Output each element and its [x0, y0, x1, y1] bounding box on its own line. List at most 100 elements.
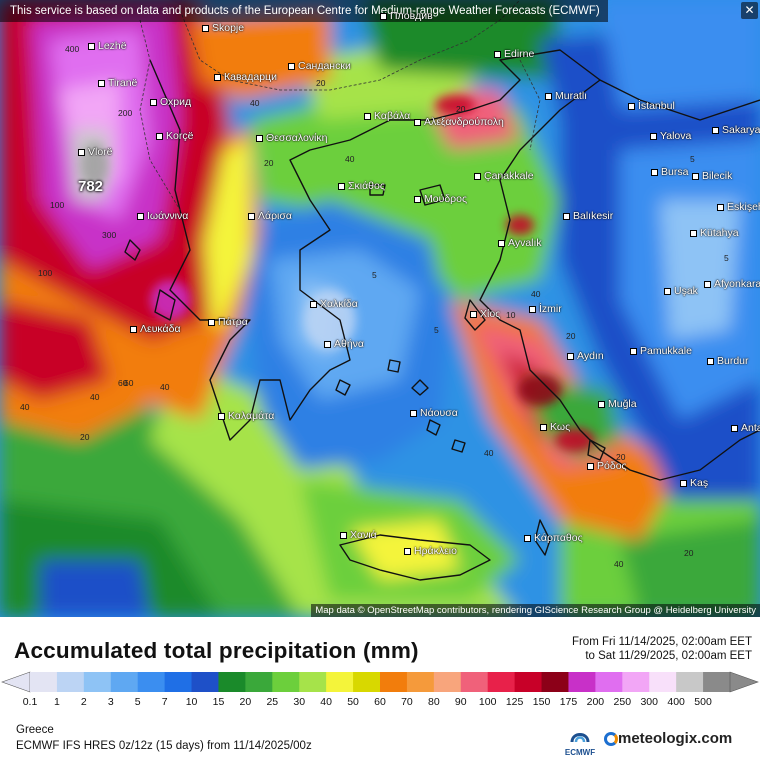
place-name: Сандански — [298, 60, 351, 72]
place-label: Μούδρος — [414, 193, 467, 205]
place-marker-icon — [78, 148, 85, 156]
color-legend — [1, 671, 759, 693]
legend-value: 40 — [320, 696, 332, 708]
place-name: Sakarya — [722, 124, 760, 136]
ecmwf-logo: ECMWF — [560, 728, 600, 757]
place-label: Λάρισα — [248, 210, 292, 222]
contour-label: 5 — [434, 325, 439, 335]
precipitation-map[interactable]: This service is based on data and produc… — [0, 0, 760, 617]
meteologix-logo[interactable]: meteologix.com — [604, 730, 732, 747]
place-name: Çanakkale — [484, 170, 534, 182]
place-label: Ιωάννινα — [137, 210, 188, 222]
place-label: Αλεξανδρούπολη — [414, 116, 504, 128]
place-marker-icon — [324, 340, 331, 348]
place-name: Bilecik — [702, 170, 733, 182]
place-name: Κως — [550, 421, 571, 433]
contour-label: 5 — [372, 270, 377, 280]
place-marker-icon — [598, 400, 605, 408]
legend-value: 0.1 — [22, 696, 38, 708]
contour-label: 40 — [614, 559, 624, 569]
legend-value: 50 — [347, 696, 359, 708]
contour-label: 20 — [80, 432, 90, 442]
place-name: Eskişehir — [727, 201, 760, 213]
place-name: Lezhë — [98, 40, 127, 52]
place-label: Ηράκλειο — [404, 545, 457, 557]
place-marker-icon — [545, 92, 552, 100]
place-label: Afyonkarahisar — [704, 278, 760, 290]
place-label: İzmir — [529, 303, 562, 315]
chart-title: Accumulated total precipitation (mm) — [14, 638, 419, 663]
place-name: Uşak — [674, 285, 698, 297]
place-marker-icon — [704, 280, 711, 288]
place-label: Lezhë — [88, 40, 127, 52]
place-label: İstanbul — [628, 100, 675, 112]
place-label: Χαλκίδα — [310, 298, 358, 310]
contour-label: 10 — [506, 310, 516, 320]
place-name: Ιωάννινα — [147, 210, 189, 222]
place-marker-icon — [137, 212, 144, 220]
legend-swatch — [56, 672, 85, 692]
contour-label: 100 — [38, 268, 53, 278]
place-label: Edirne — [494, 48, 534, 60]
legend-swatch — [568, 672, 596, 692]
place-label: Tiranë — [98, 77, 137, 89]
place-name: İzmir — [539, 303, 562, 315]
place-label: Νάουσα — [410, 407, 458, 419]
place-label: Sakarya — [712, 124, 760, 136]
contour-label: 40 — [250, 98, 260, 108]
place-label: Yalova — [650, 130, 691, 142]
place-marker-icon — [130, 325, 137, 333]
place-marker-icon — [529, 305, 536, 313]
place-name: Пловдив — [390, 10, 433, 22]
legend-swatch — [649, 672, 677, 692]
place-label: Uşak — [664, 285, 698, 297]
place-name: Balıkesir — [573, 210, 614, 222]
legend-value: 90 — [454, 696, 467, 708]
legend-swatch — [703, 672, 731, 692]
period-from: From Fri 11/14/2025, 02:00am EET — [571, 636, 752, 648]
legend-swatch — [137, 672, 166, 692]
place-marker-icon — [248, 212, 255, 220]
place-marker-icon — [498, 239, 505, 247]
contour-label: 40 — [90, 392, 100, 402]
precipitation-field — [0, 0, 760, 617]
legend-value: 2 — [80, 696, 87, 708]
place-marker-icon — [540, 423, 547, 431]
contour-label: 40 — [345, 154, 355, 164]
place-label: Eskişehir — [717, 201, 760, 213]
place-name: Ηράκλειο — [414, 545, 457, 557]
place-label: Pamukkale — [630, 345, 692, 357]
map-attribution[interactable]: Map data © OpenStreetMap contributors, r… — [311, 604, 760, 617]
legend-value: 250 — [613, 696, 632, 708]
place-name: Охрид — [160, 96, 192, 108]
max-value-label: 782 — [78, 178, 104, 195]
place-name: Νάουσα — [420, 407, 458, 419]
legend-swatch — [380, 672, 408, 692]
legend-value: 100 — [478, 696, 497, 708]
legend-swatch — [110, 672, 139, 692]
place-marker-icon — [690, 229, 697, 237]
place-name: Ρόδος — [597, 460, 627, 472]
place-marker-icon — [98, 79, 105, 87]
place-marker-icon — [717, 203, 724, 211]
place-marker-icon — [414, 118, 421, 126]
meteologix-brand: meteologix.com — [618, 730, 733, 747]
place-marker-icon — [414, 195, 421, 203]
place-name: Skopje — [212, 22, 245, 34]
place-name: Αλεξανδρούπολη — [424, 116, 504, 128]
place-name: Πάτρα — [218, 316, 248, 328]
meteologix-globe-icon — [604, 732, 618, 746]
contour-label: 5 — [690, 154, 695, 164]
place-label: Αθήνα — [324, 338, 364, 350]
legend-swatch — [514, 672, 543, 692]
place-marker-icon — [214, 73, 221, 81]
place-name: Θεσσαλονίκη — [266, 132, 328, 144]
place-label: Bilecik — [692, 170, 732, 182]
legend-swatch — [191, 672, 219, 692]
place-name: Λάρισα — [258, 210, 292, 222]
legend-swatch — [83, 672, 112, 692]
contour-label: 60 — [124, 378, 134, 388]
contour-label: 40 — [160, 382, 170, 392]
place-marker-icon — [208, 318, 215, 326]
close-icon[interactable]: ✕ — [741, 2, 758, 19]
